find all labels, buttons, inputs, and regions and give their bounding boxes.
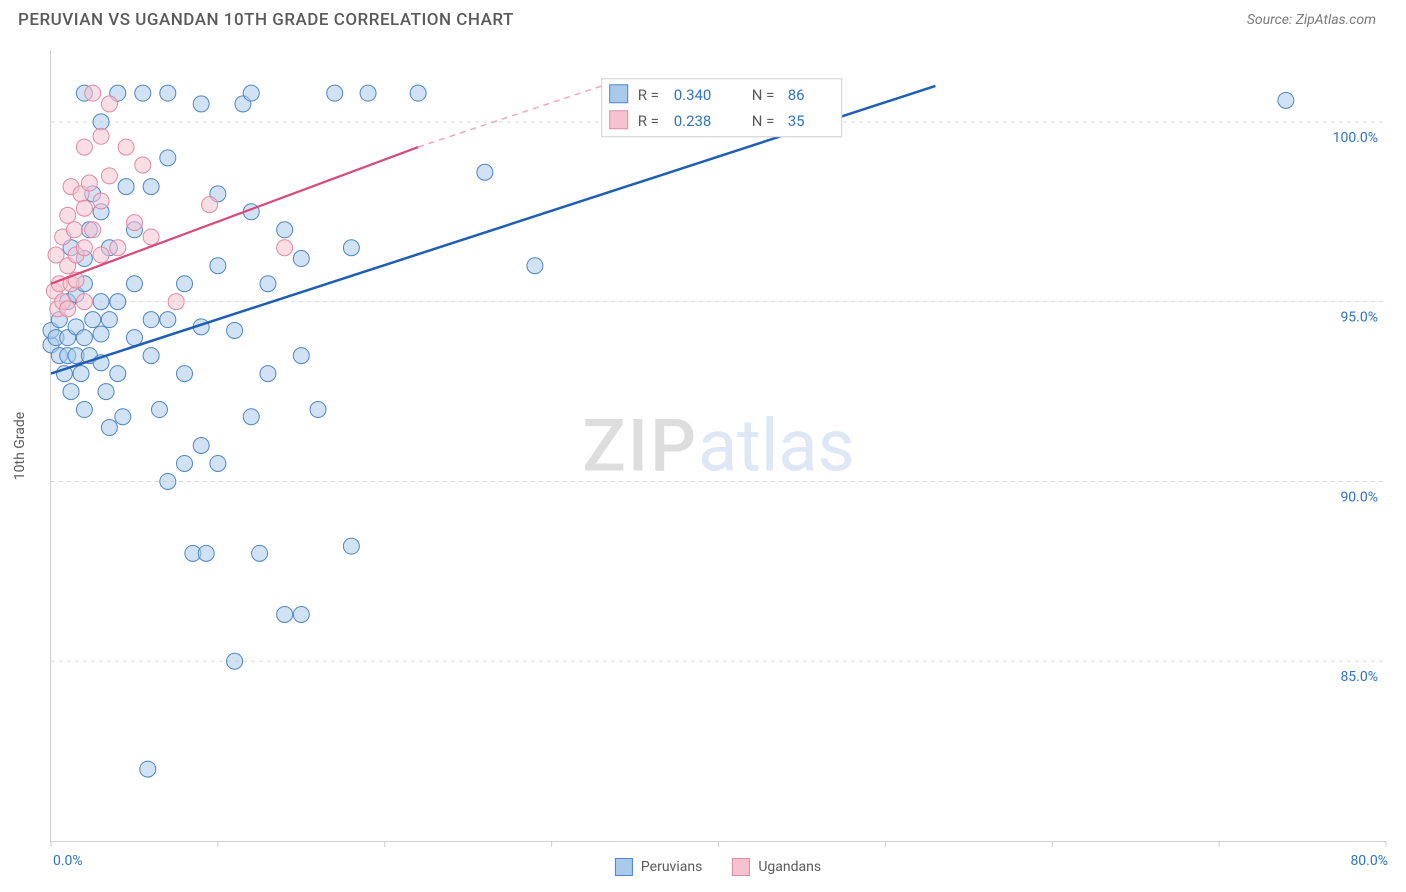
- legend-swatch-ugandans: [732, 858, 750, 876]
- legend-label: Peruvians: [641, 859, 702, 875]
- svg-text:85.0%: 85.0%: [1340, 669, 1378, 685]
- svg-text:R =: R =: [638, 112, 659, 130]
- svg-text:0.340: 0.340: [674, 86, 712, 104]
- svg-text:0.238: 0.238: [674, 112, 712, 130]
- svg-text:100.0%: 100.0%: [1333, 130, 1378, 146]
- legend-item-peruvians: Peruvians: [615, 858, 702, 876]
- svg-text:R =: R =: [638, 86, 659, 104]
- svg-text:95.0%: 95.0%: [1340, 310, 1378, 326]
- svg-text:80.0%: 80.0%: [1350, 853, 1388, 869]
- legend-item-ugandans: Ugandans: [732, 858, 821, 876]
- svg-text:90.0%: 90.0%: [1340, 489, 1378, 505]
- legend-swatch-peruvians: [615, 858, 633, 876]
- svg-text:0.0%: 0.0%: [53, 853, 83, 869]
- chart-title: PERUVIAN VS UGANDAN 10TH GRADE CORRELATI…: [18, 10, 514, 30]
- svg-text:N =: N =: [752, 86, 775, 104]
- svg-text:86: 86: [788, 86, 805, 104]
- legend: Peruvians Ugandans: [615, 858, 821, 876]
- y-axis-label: 10th Grade: [12, 412, 28, 480]
- chart-source: Source: ZipAtlas.com: [1247, 12, 1376, 28]
- svg-text:35: 35: [788, 112, 805, 130]
- legend-label: Ugandans: [758, 859, 821, 875]
- svg-text:N =: N =: [752, 112, 775, 130]
- scatter-plot: ZIPatlas 85.0%90.0%95.0%100.0%0.0%80.0%R…: [50, 50, 1386, 842]
